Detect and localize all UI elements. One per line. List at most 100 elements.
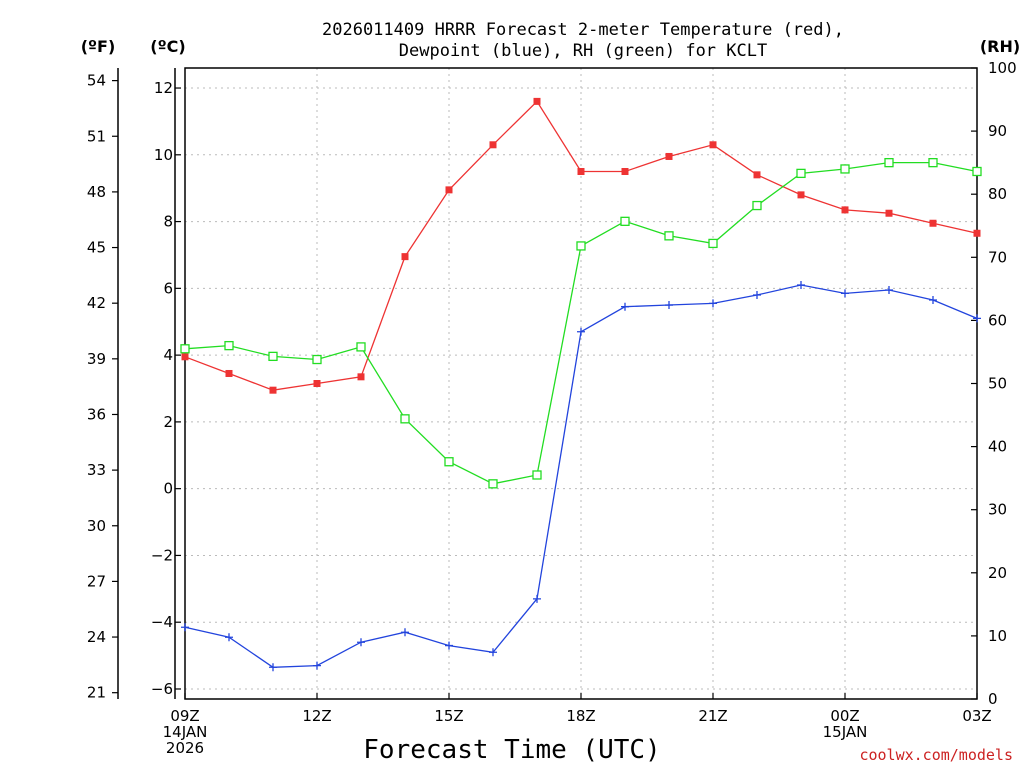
series-temperature (181, 97, 981, 394)
rh-tick-label: 70 (988, 248, 1007, 266)
celsius-tick-label: 12 (154, 79, 173, 97)
dewpoint-point (313, 661, 321, 670)
celsius-tick-label: 4 (163, 346, 173, 364)
rh-point (488, 479, 498, 489)
temperature-point (797, 191, 805, 199)
rh-tick-label: 80 (988, 185, 1007, 203)
temperature-point (225, 369, 233, 377)
temperature-point (753, 171, 761, 179)
temperature-point (269, 386, 277, 394)
x-axis-title: Forecast Time (UTC) (363, 735, 660, 765)
temperature-point (533, 97, 541, 105)
grid-lines (185, 68, 977, 699)
fahrenheit-tick-label: 36 (87, 405, 106, 423)
dewpoint-point (489, 648, 497, 657)
temperature-point (577, 167, 585, 175)
temperature-point (841, 206, 849, 214)
rh-point (224, 340, 234, 351)
axes (117, 67, 978, 700)
x-tick-label: 09Z (170, 707, 199, 725)
x-tick-label: 2026 (166, 739, 204, 757)
chart-title-line2: Dewpoint (blue), RH (green) for KCLT (399, 41, 767, 61)
rh-point (268, 351, 278, 362)
fahrenheit-tick-label: 45 (87, 239, 106, 257)
dewpoint-point (973, 314, 981, 323)
dewpoint-point (885, 286, 893, 295)
celsius-tick-label: −4 (151, 613, 173, 631)
rh-tick-label: 40 (988, 438, 1007, 456)
x-tick-label: 18Z (566, 707, 595, 725)
dewpoint-point (533, 594, 541, 603)
rh-point (400, 414, 410, 424)
fahrenheit-tick-label: 51 (87, 127, 106, 145)
dewpoint-point (357, 638, 365, 647)
rh-point (840, 164, 850, 174)
celsius-tick-label: 0 (163, 480, 173, 498)
temperature-point (621, 167, 629, 175)
rh-tick-label: 50 (988, 375, 1007, 393)
x-tick-label: 15Z (434, 707, 463, 725)
temperature-point (489, 141, 497, 149)
dewpoint-point (445, 641, 453, 650)
rh-point (312, 354, 322, 365)
rh-unit-label: (RH) (980, 37, 1020, 56)
fahrenheit-tick-label: 48 (87, 183, 106, 201)
rh-point (180, 344, 190, 354)
fahrenheit-tick-label: 42 (87, 294, 106, 312)
celsius-tick-label: −2 (151, 546, 173, 564)
fahrenheit-tick-label: 30 (87, 517, 106, 535)
dewpoint-point (181, 623, 189, 632)
temperature-point (181, 353, 189, 361)
rh-point (444, 457, 454, 467)
rh-tick-label: 0 (988, 690, 998, 708)
rh-point (752, 200, 762, 211)
fahrenheit-tick-label: 27 (87, 572, 106, 590)
x-tick-label: 15JAN (823, 723, 868, 741)
dewpoint-point (709, 299, 717, 308)
rh-tick-label: 20 (988, 564, 1007, 582)
chart-title-line1: 2026011409 HRRR Forecast 2-meter Tempera… (322, 20, 844, 40)
fahrenheit-tick-label: 21 (87, 684, 106, 702)
rh-tick-label: 100 (988, 59, 1017, 77)
temperature-point (357, 373, 365, 381)
series-rh (180, 157, 982, 489)
temperature-point (313, 380, 321, 387)
rh-tick-label: 10 (988, 627, 1007, 645)
rh-tick-label: 90 (988, 122, 1007, 140)
x-tick-label: 03Z (962, 707, 991, 725)
x-tick-label: 12Z (302, 707, 331, 725)
rh-tick-label: 60 (988, 311, 1007, 329)
dewpoint-point (665, 301, 673, 310)
rh-point (576, 241, 586, 251)
temperature-point (885, 209, 893, 217)
rh-point (664, 231, 674, 241)
dewpoint-point (753, 291, 761, 300)
plot-frame (184, 67, 978, 700)
data-series (180, 97, 982, 672)
rh-point (884, 157, 894, 168)
rh-point (708, 238, 718, 249)
temperature-point (973, 229, 981, 237)
fahrenheit-tick-label: 24 (87, 628, 106, 646)
dewpoint-point (621, 302, 629, 311)
x-tick-label: 00Z (830, 707, 859, 725)
dewpoint-point (841, 289, 849, 298)
celsius-tick-label: 6 (163, 279, 173, 297)
celsius-tick-label: −6 (151, 680, 173, 698)
temperature-point (445, 186, 453, 194)
celsius-tick-label: 8 (163, 213, 173, 231)
rh-point (972, 166, 982, 177)
celsius-tick-label: 2 (163, 413, 173, 431)
rh-point (532, 470, 542, 480)
fahrenheit-tick-label: 33 (87, 461, 106, 479)
fahrenheit-unit-label: (ºF) (81, 37, 116, 56)
fahrenheit-tick-label: 54 (87, 72, 106, 90)
rh-point (356, 342, 366, 352)
temperature-point (401, 253, 409, 261)
series-dewpoint (181, 281, 981, 672)
dewpoint-point (929, 296, 937, 305)
dewpoint-point (225, 633, 233, 642)
temperature-point (665, 152, 673, 160)
credit-text: coolwx.com/models (859, 746, 1013, 764)
